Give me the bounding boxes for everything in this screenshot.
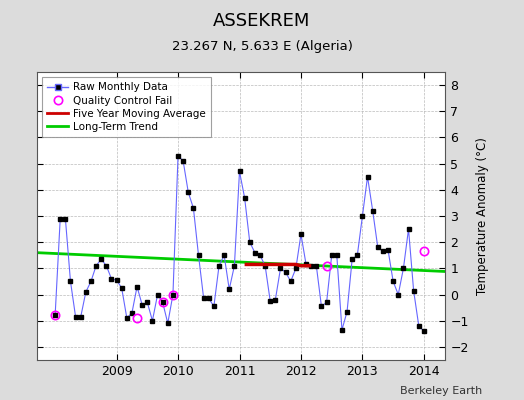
Text: ASSEKREM: ASSEKREM: [213, 12, 311, 30]
Text: 23.267 N, 5.633 E (Algeria): 23.267 N, 5.633 E (Algeria): [171, 40, 353, 53]
Legend: Raw Monthly Data, Quality Control Fail, Five Year Moving Average, Long-Term Tren: Raw Monthly Data, Quality Control Fail, …: [42, 77, 211, 137]
Y-axis label: Temperature Anomaly (°C): Temperature Anomaly (°C): [476, 137, 488, 295]
Text: Berkeley Earth: Berkeley Earth: [400, 386, 482, 396]
